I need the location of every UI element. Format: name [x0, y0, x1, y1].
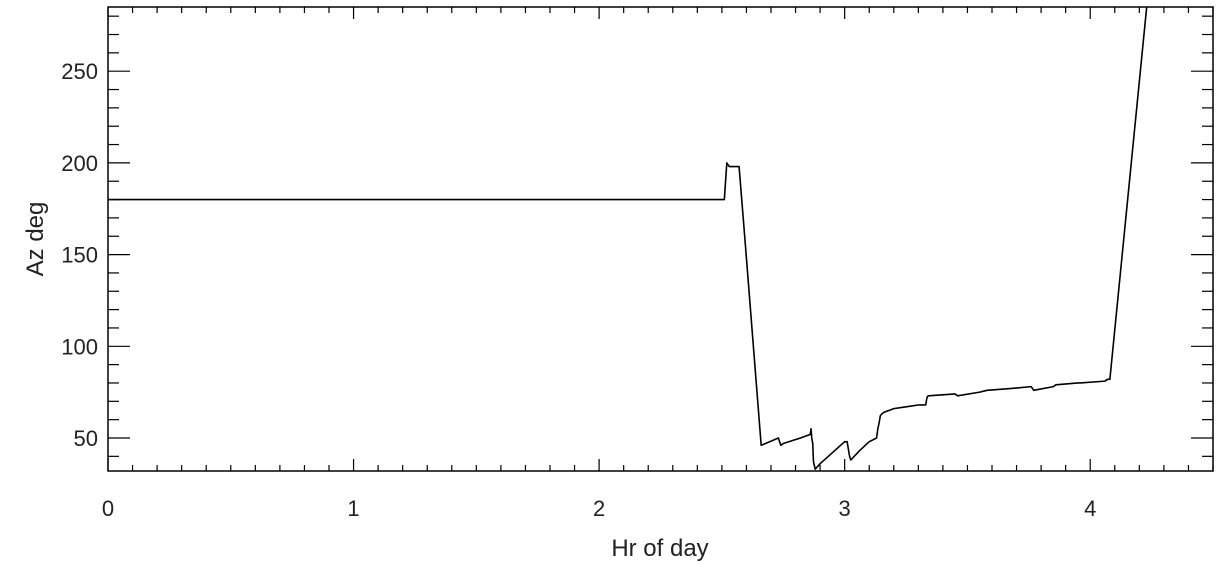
- y-tick-label: 150: [61, 243, 98, 268]
- axis-ticks: [107, 7, 1214, 471]
- tick-labels: 0 1 2 3 4 50 100 150 200 250: [61, 59, 1096, 521]
- y-tick-label: 200: [61, 151, 98, 176]
- y-tick-label: 50: [74, 426, 98, 451]
- x-tick-label: 2: [593, 496, 605, 521]
- series-line-az: [108, 7, 1148, 470]
- x-tick-label: 4: [1084, 496, 1096, 521]
- x-axis-label: Hr of day: [611, 535, 708, 562]
- y-tick-label: 250: [61, 59, 98, 84]
- x-tick-label: 1: [347, 496, 359, 521]
- x-tick-label: 0: [102, 496, 114, 521]
- y-tick-label: 100: [61, 334, 98, 359]
- y-axis-label: Az deg: [22, 202, 49, 277]
- plot-frame: [107, 6, 1214, 472]
- x-tick-label: 3: [839, 496, 851, 521]
